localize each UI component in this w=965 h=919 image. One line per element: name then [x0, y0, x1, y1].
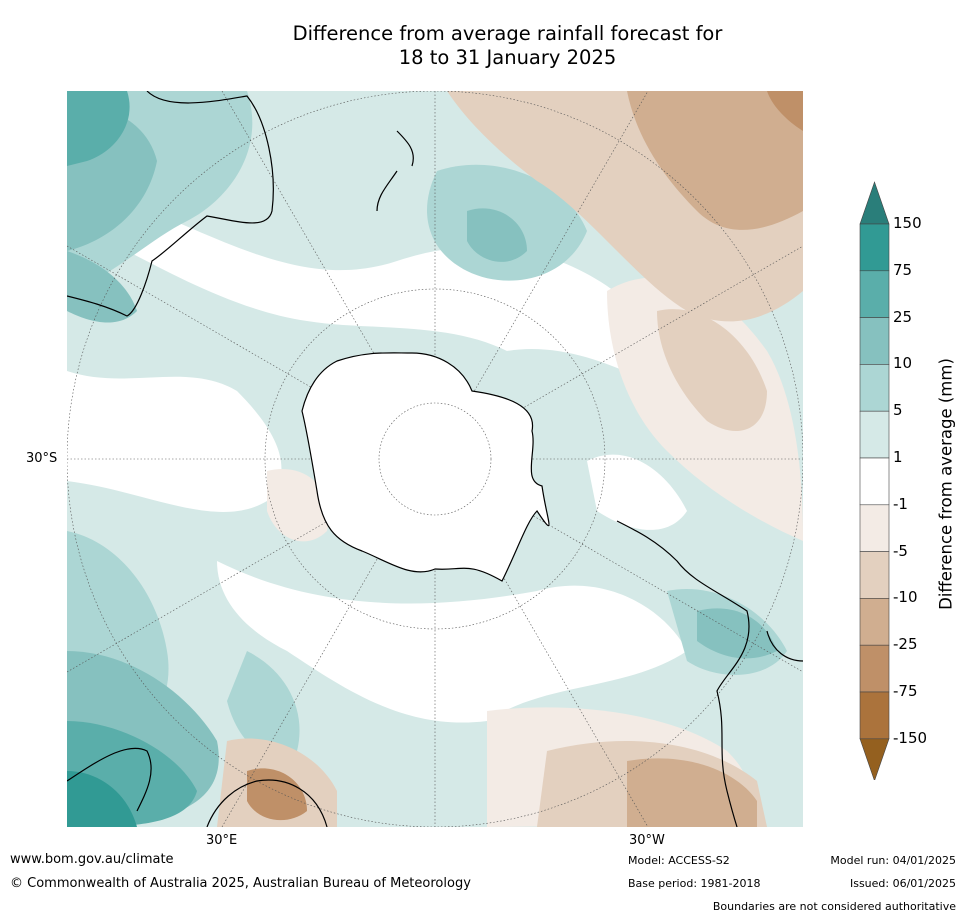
colorbar-tick-label: 75	[893, 260, 913, 279]
white-band-east	[587, 454, 687, 530]
dry-area-africa-core	[247, 768, 307, 821]
white-band-north	[127, 201, 667, 391]
wet-extreme-southwest	[67, 771, 137, 827]
footer-issued: Issued: 06/01/2025	[849, 877, 956, 890]
footer-website[interactable]: www.bom.gov.au/climate	[10, 852, 174, 867]
colorbar-band-b1	[859, 457, 890, 506]
dry-area-east	[657, 309, 767, 431]
footer-copyright: © Commonwealth of Australia 2025, Austra…	[10, 876, 471, 891]
footer-model-run: Model run: 04/01/2025	[830, 854, 956, 867]
southern-africa-coast	[67, 747, 152, 812]
colorbar-tick-label: 25	[893, 307, 913, 326]
wet-area-southwest	[227, 651, 300, 758]
white-band-south	[217, 561, 687, 723]
south-america-coastline	[616, 520, 750, 827]
colorbar-band-bm1	[859, 504, 890, 552]
colorbar-tick-label: 1	[893, 448, 903, 466]
wet-strong-pacific	[467, 208, 527, 262]
colorbar-band-b5	[859, 410, 890, 459]
colorbar-under-triangle	[859, 738, 890, 780]
colorbar-over-triangle	[859, 181, 890, 225]
wet-strong-west	[67, 251, 137, 323]
footer-base-period: Base period: 1981-2018	[628, 877, 761, 890]
colorbar-band-bm25	[859, 644, 890, 693]
colorbar-tick-label: -150	[893, 728, 928, 747]
colorbar-band-bm75	[859, 691, 890, 740]
lon-label-30e: 30°E	[206, 833, 238, 848]
colorbar-tick-label: -75	[893, 682, 918, 700]
footer-disclaimer: Boundaries are not considered authoritat…	[712, 900, 956, 913]
australia-coastline	[67, 91, 274, 317]
colorbar-band-bm5	[859, 551, 890, 599]
colorbar-tick-label: -1	[893, 494, 908, 513]
south-america-east-coast	[766, 630, 803, 662]
dry-area-southwest-ocean	[267, 469, 329, 542]
colorbar-tick-label: -25	[893, 635, 918, 654]
wet-very-strong-northwest	[67, 91, 130, 166]
colorbar-tick-label: 5	[893, 401, 903, 420]
colorbar-tick-label: -10	[893, 588, 918, 607]
colorbar-band-b10	[859, 364, 890, 412]
new-zealand-coastline	[376, 130, 414, 212]
wet-strong-southeast	[697, 608, 777, 659]
lat-label-30s: 30°S	[26, 451, 58, 466]
colorbar-tick-label: -5	[893, 541, 908, 560]
dry-area-north-core	[627, 91, 803, 230]
colorbar	[859, 181, 890, 780]
title-line-2: 18 to 31 January 2025	[398, 46, 617, 69]
africa-coastline	[206, 779, 328, 827]
colorbar-band-b75	[859, 270, 890, 318]
white-band-west	[67, 371, 282, 512]
polar-hole	[378, 402, 492, 516]
lon-label-30w: 30°W	[629, 833, 665, 848]
title-line-1: Difference from average rainfall forecas…	[292, 22, 723, 45]
footer-model: Model: ACCESS-S2	[628, 854, 730, 867]
colorbar-tick-label: 10	[893, 354, 913, 373]
colorbar-band-b150	[859, 223, 890, 272]
colorbar-tick-label: 150	[893, 214, 922, 232]
colorbar-band-bm10	[859, 598, 890, 646]
chart-title: Difference from average rainfall forecas…	[0, 22, 965, 70]
rainfall-anomaly-map	[67, 91, 803, 827]
colorbar-title: Difference from average (mm)	[936, 358, 956, 610]
colorbar-band-b25	[859, 317, 890, 365]
dry-area-north-strong	[767, 91, 803, 131]
